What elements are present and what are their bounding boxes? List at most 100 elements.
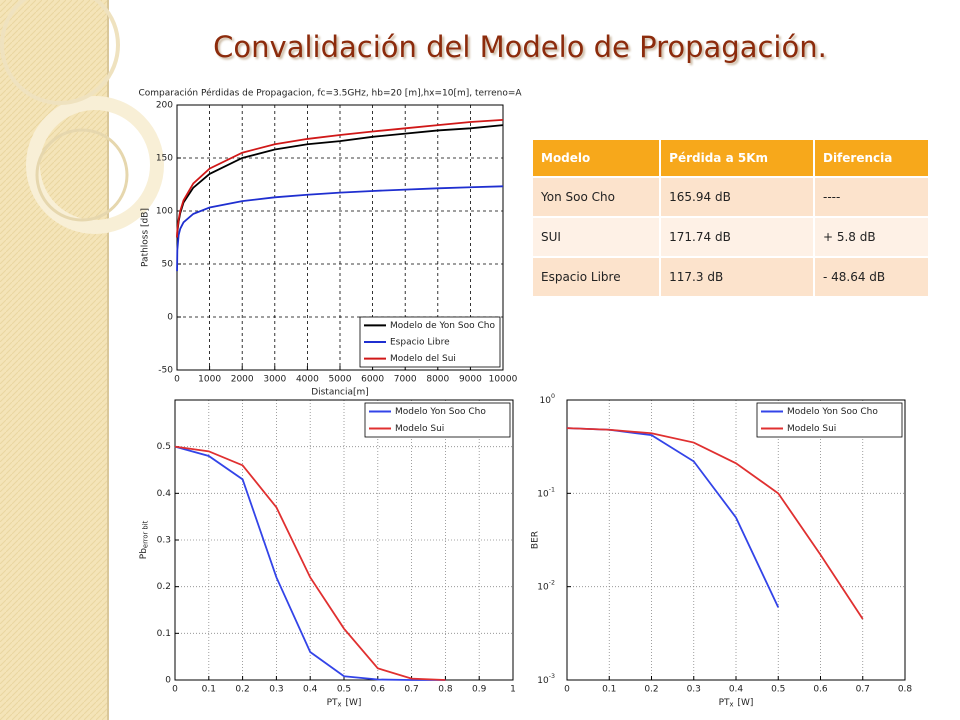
- cell: SUI: [533, 216, 662, 257]
- cell: ----: [813, 176, 931, 217]
- chart-title: Comparación Pérdidas de Propagacion, fc=…: [138, 88, 522, 99]
- y-tick-label: 50: [162, 260, 174, 270]
- decor-circle: [0, 0, 120, 105]
- cell: - 48.64 dB: [813, 256, 931, 296]
- cell: 171.74 dB: [660, 216, 815, 257]
- x-tick-label: 0: [564, 685, 570, 695]
- legend-label: Modelo Sui: [787, 424, 836, 434]
- legend: Modelo Yon Soo Cho Modelo Sui: [756, 402, 903, 438]
- x-tick-label: 0.2: [235, 685, 249, 695]
- y-axis-label: BER: [531, 531, 541, 549]
- x-tick-label: 0.5: [771, 685, 785, 695]
- x-tick-label: 0.9: [472, 685, 487, 695]
- cell: 117.3 dB: [660, 256, 815, 296]
- x-tick-label: 0: [174, 375, 180, 385]
- y-axis-label-sub: error bit: [142, 520, 150, 548]
- y-tick-label: 100: [156, 207, 173, 217]
- cell: Yon Soo Cho: [533, 176, 662, 217]
- y-axis-label: Pathloss [dB]: [141, 208, 151, 267]
- x-axis-label-main: PT: [719, 698, 730, 708]
- y-axis-label-main: Pb: [139, 548, 149, 559]
- plot-frame: [176, 104, 504, 371]
- series-line: [566, 427, 864, 620]
- slide-title: Convalidación del Modelo de Propagación.: [213, 30, 827, 64]
- y-tick-label: 10-3: [537, 673, 555, 686]
- table-row: Espacio Libre 117.3 dB - 48.64 dB: [533, 256, 931, 296]
- legend-label: Modelo del Sui: [390, 354, 456, 364]
- x-tick-label: 7000: [394, 375, 417, 385]
- x-axis-label: PTx [W]: [327, 698, 362, 709]
- x-tick-label: 0.3: [687, 685, 701, 695]
- y-tick-base: 10: [537, 489, 549, 499]
- legend: Modelo de Yon Soo Cho Espacio Libre Modelo…: [359, 316, 501, 368]
- y-tick-label: 0.1: [157, 629, 171, 639]
- legend-label: Modelo de Yon Soo Cho: [390, 321, 495, 331]
- legend: Modelo Yon Soo Cho Modelo Sui: [364, 402, 511, 438]
- y-tick-base: 10: [537, 676, 549, 686]
- y-tick-label: 0: [165, 676, 171, 686]
- series-line: [176, 185, 504, 272]
- y-tick-label: -50: [158, 366, 173, 376]
- x-tick-label: 0.1: [602, 685, 616, 695]
- legend-label: Modelo Yon Soo Cho: [787, 407, 878, 417]
- y-tick-base: 10: [537, 582, 549, 592]
- series-line: [174, 445, 446, 681]
- x-tick-label: 5000: [329, 375, 352, 385]
- x-tick-label: 0.3: [269, 685, 283, 695]
- x-tick-label: 0.6: [813, 685, 828, 695]
- decor-circle: [26, 96, 164, 234]
- y-tick-base: 10: [540, 396, 552, 406]
- x-tick-label: 0.4: [729, 685, 744, 695]
- legend-box: [364, 402, 511, 438]
- legend-label: Espacio Libre: [390, 338, 450, 348]
- y-tick-label: 0: [167, 313, 173, 323]
- y-tick-label: 0.3: [157, 536, 171, 546]
- plot-area: [566, 399, 906, 681]
- y-tick-label: 10-1: [537, 486, 555, 499]
- plot-frame: [174, 399, 514, 681]
- legend-box: [756, 402, 903, 438]
- y-tick-label: 100: [540, 393, 555, 406]
- table-row: SUI 171.74 dB + 5.8 dB: [533, 216, 931, 257]
- x-tick-label: 0.5: [337, 685, 351, 695]
- y-tick-exponent: 0: [551, 393, 555, 400]
- x-axis-label-suffix: [W]: [738, 698, 754, 708]
- x-axis-label-main: PT: [327, 698, 338, 708]
- decor-circle: [35, 128, 129, 222]
- cell: + 5.8 dB: [813, 216, 931, 257]
- header-cell: Modelo: [533, 140, 662, 177]
- x-tick-label: 0.8: [438, 685, 453, 695]
- x-axis-label: Distancia[m]: [311, 388, 369, 398]
- y-tick-exponent: -2: [549, 580, 555, 587]
- x-tick-label: 0.8: [898, 685, 913, 695]
- y-axis-label: Pberror bit: [139, 520, 150, 559]
- x-tick-label: 0: [172, 685, 178, 695]
- y-tick-label: 200: [156, 101, 173, 111]
- x-tick-label: 0.1: [202, 685, 216, 695]
- table: Modelo Pérdida a 5Km Diferencia Yon Soo …: [533, 140, 931, 296]
- y-tick-label: 150: [156, 154, 173, 164]
- x-axis-label-sub: x: [730, 701, 734, 709]
- x-tick-label: 0.4: [303, 685, 318, 695]
- cell: Espacio Libre: [533, 256, 662, 296]
- x-axis-label-sub: x: [338, 701, 342, 709]
- x-tick-label: 0.7: [404, 685, 418, 695]
- x-tick-label: 3000: [263, 375, 286, 385]
- header-cell: Pérdida a 5Km: [660, 140, 815, 177]
- y-tick-label: 0.2: [157, 582, 171, 592]
- x-tick-label: 6000: [361, 375, 384, 385]
- cell: 165.94 dB: [660, 176, 815, 217]
- table-row: Yon Soo Cho 165.94 dB ----: [533, 176, 931, 217]
- plot-frame: [566, 399, 906, 681]
- series-line: [176, 118, 504, 238]
- y-tick-exponent: -3: [549, 673, 555, 680]
- legend-label: Modelo Sui: [395, 424, 444, 434]
- table-header: Modelo Pérdida a 5Km Diferencia: [533, 140, 931, 177]
- series-line: [174, 445, 446, 681]
- y-tick-exponent: -1: [549, 486, 555, 493]
- y-tick-label: 10-2: [537, 580, 555, 593]
- x-tick-label: 8000: [426, 375, 449, 385]
